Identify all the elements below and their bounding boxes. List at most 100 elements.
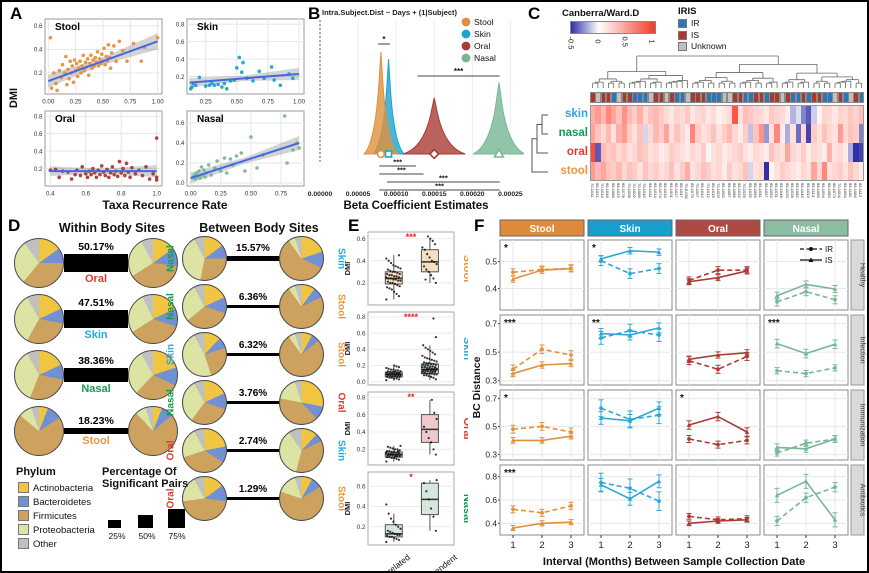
box-plot-oral: ** 0.2 0.4 0.6 0.8 DMI Oral — [343, 391, 468, 466]
heatmap-cell — [827, 105, 833, 124]
pair-connector — [227, 255, 279, 262]
iris-annotation-cell — [626, 92, 633, 103]
svg-text:***: *** — [768, 318, 780, 329]
legend-swatch — [18, 510, 29, 521]
heatmap-cell — [590, 124, 596, 143]
panel-b-model-title: Intra.Subject.Dist ~ Days + (1|Subject) — [322, 8, 458, 17]
iris-annotation-cell — [695, 92, 702, 103]
heatmap-cell — [653, 143, 659, 162]
heatmap-cell — [642, 162, 649, 181]
iris-annotation-cell — [784, 92, 791, 103]
heatmap-cell — [626, 143, 633, 162]
heatmap-cell — [779, 105, 786, 124]
heatmap-cell — [711, 162, 717, 181]
heatmap-cell — [621, 105, 628, 124]
panel-d: D Within Body Sites Between Body Sites 5… — [6, 216, 347, 571]
svg-text:1: 1 — [774, 540, 779, 551]
pie-within-left — [14, 294, 64, 344]
svg-text:0.2: 0.2 — [357, 447, 366, 454]
heatmap-cell — [663, 124, 670, 143]
svg-text:Oral: Oral — [55, 114, 75, 125]
panel-c: C Canberra/Ward.D -0.5 0 0.5 1 IRIS IR IS Unk… — [526, 4, 867, 215]
heatmap-cell — [605, 105, 612, 124]
heatmap-cell — [848, 105, 854, 124]
svg-text:3: 3 — [832, 540, 837, 551]
heatmap-cell — [842, 105, 849, 124]
heatmap-cell — [748, 124, 754, 143]
heatmap-cell — [595, 124, 601, 143]
svg-text:0.00: 0.00 — [42, 99, 55, 106]
svg-text:0.6: 0.6 — [357, 483, 366, 490]
svg-text:2: 2 — [715, 540, 720, 551]
heatmap-column-label: 70-1012 — [705, 183, 711, 198]
heatmap-cell — [653, 105, 659, 124]
heatmap-cell — [727, 162, 733, 181]
iris-annotation-cell — [616, 92, 622, 103]
heatmap-cell — [616, 124, 622, 143]
iris-annotation-cell — [816, 92, 823, 103]
heatmap-cell — [811, 162, 817, 181]
heatmap-cell — [774, 143, 781, 162]
heatmap-column-label: 70-1008 — [626, 183, 632, 198]
heatmap-column-label: 69-1033 — [784, 183, 790, 198]
heatmap-cell — [621, 162, 628, 181]
heatmap-cell — [695, 124, 702, 143]
heatmap-cell — [716, 105, 723, 124]
heatmap-cell — [595, 105, 601, 124]
svg-text:0.6: 0.6 — [34, 23, 43, 30]
svg-text:0.3: 0.3 — [485, 376, 497, 386]
heatmap-cell — [700, 124, 707, 143]
svg-text:Healthy: Healthy — [859, 263, 868, 288]
iris-legend-item: IS — [678, 30, 699, 40]
svg-text:0.2: 0.2 — [34, 70, 43, 77]
heatmap-cell — [769, 124, 775, 143]
panel-b: B Intra.Subject.Dist ~ Days + (1|Subject… — [306, 4, 526, 215]
heatmap-cell — [758, 162, 765, 181]
heatmap-cell — [716, 143, 723, 162]
heatmap-cell — [637, 143, 644, 162]
pair-percentage: 2.74% — [238, 436, 268, 448]
svg-text:0.50: 0.50 — [245, 191, 258, 198]
heatmap-cell — [821, 124, 828, 143]
heatmap-column-label: 69-1112 — [858, 183, 864, 198]
heatmap-cell — [669, 162, 675, 181]
svg-text:***: *** — [454, 67, 464, 76]
site-label-oral: Oral — [84, 273, 107, 286]
heatmap-cell — [790, 124, 796, 143]
iris-annotation-cell — [611, 92, 617, 103]
heatmap-cell — [679, 143, 686, 162]
svg-text:Oral: Oral — [708, 224, 728, 235]
between-header: Between Body Sites — [199, 221, 319, 235]
svg-text:**: ** — [407, 392, 415, 402]
phylum-legend-item: Firmicutes — [18, 510, 77, 522]
heatmap-cell — [816, 143, 823, 162]
pie-within-left — [14, 406, 64, 456]
sig-size-label: 25% — [108, 531, 126, 541]
sig-size-bar — [168, 509, 185, 528]
heatmap-column-label: 70-1004 — [837, 183, 843, 198]
panel-f: F Stool Skin Oral Nasal Healthy Infection Immu… — [470, 216, 868, 571]
svg-text:0.8: 0.8 — [117, 191, 126, 198]
heatmap-cell — [637, 105, 644, 124]
svg-text:0.25: 0.25 — [200, 99, 213, 106]
heatmap-cell — [669, 105, 675, 124]
svg-text:DMI: DMI — [343, 502, 352, 516]
heatmap-cell — [790, 143, 796, 162]
colorbar-tick: -0.5 — [566, 36, 576, 50]
svg-text:0.6: 0.6 — [357, 412, 366, 419]
iris-annotation-cell — [700, 92, 707, 103]
svg-text:0.3: 0.3 — [485, 449, 497, 459]
heatmap-cell — [837, 162, 844, 181]
svg-text:*: * — [409, 472, 413, 482]
svg-text:Nasal: Nasal — [474, 53, 496, 63]
iris-annotation-cell — [853, 92, 860, 103]
heatmap-cell — [590, 162, 596, 181]
row-dendrogram — [531, 114, 548, 173]
heatmap-cell — [732, 105, 738, 124]
svg-text:*: * — [504, 243, 508, 254]
between-left-label: Skin — [165, 343, 177, 365]
iris-annotation-cell — [795, 92, 802, 103]
pair-percentage: 15.57% — [236, 242, 270, 254]
svg-text:0.4: 0.4 — [485, 518, 497, 528]
